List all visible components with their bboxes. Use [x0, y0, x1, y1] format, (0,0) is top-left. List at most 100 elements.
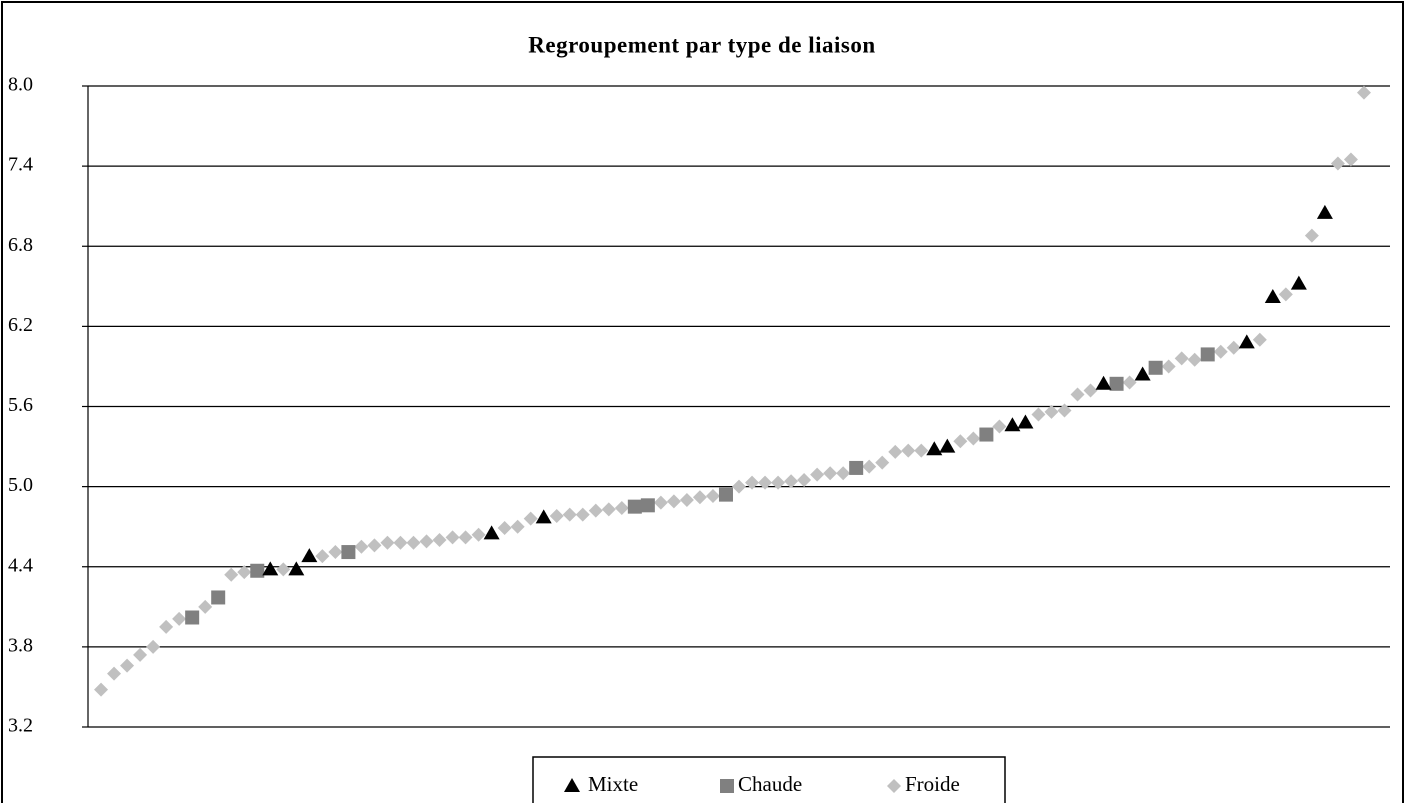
point	[471, 527, 486, 542]
point	[1174, 351, 1189, 366]
point	[497, 521, 512, 536]
point	[198, 599, 213, 614]
point	[237, 565, 252, 580]
y-tick-label: 6.2	[8, 314, 33, 336]
point	[575, 507, 590, 522]
point	[875, 455, 890, 470]
y-tick-label: 3.2	[8, 715, 33, 737]
point	[953, 434, 968, 449]
point	[562, 507, 577, 522]
y-tick-label: 6.8	[8, 234, 33, 256]
point	[406, 535, 421, 550]
legend-label: Froide	[905, 772, 960, 796]
point	[120, 658, 135, 673]
point	[1083, 383, 1098, 398]
point	[627, 499, 642, 514]
y-tick-label: 7.4	[8, 154, 33, 176]
legend-marker	[887, 779, 901, 793]
point	[328, 545, 343, 560]
point	[888, 444, 903, 459]
point	[393, 535, 408, 550]
point	[679, 492, 694, 507]
point	[380, 535, 395, 550]
point	[1122, 375, 1137, 390]
y-tick-label: 5.0	[8, 474, 33, 496]
point	[354, 539, 369, 554]
point	[172, 611, 187, 626]
point	[1134, 366, 1151, 381]
point	[432, 533, 447, 548]
point	[1238, 334, 1255, 349]
point	[510, 519, 525, 534]
point	[94, 682, 109, 697]
point	[914, 443, 929, 458]
point	[445, 530, 460, 545]
point	[185, 610, 200, 625]
point	[1109, 376, 1124, 391]
legend-label: Mixte	[588, 772, 638, 796]
point	[1161, 359, 1176, 374]
point	[849, 460, 864, 475]
point	[288, 561, 305, 576]
point	[1316, 204, 1333, 219]
point	[1031, 407, 1046, 422]
point	[653, 495, 668, 510]
point	[1264, 288, 1281, 303]
point	[483, 525, 500, 540]
point	[784, 474, 799, 489]
point	[718, 487, 733, 502]
point	[666, 494, 681, 509]
point	[1356, 85, 1371, 100]
point	[1044, 404, 1059, 419]
point	[1304, 228, 1319, 243]
point	[588, 503, 603, 518]
point	[992, 419, 1007, 434]
point	[601, 502, 616, 517]
point	[1200, 347, 1215, 362]
point	[771, 475, 786, 490]
point	[966, 431, 981, 446]
point	[1343, 152, 1358, 167]
point	[315, 549, 330, 564]
point	[341, 545, 356, 560]
point	[926, 441, 943, 456]
point	[1148, 360, 1163, 375]
point	[1290, 275, 1307, 290]
point	[107, 666, 122, 681]
point	[640, 498, 655, 513]
point	[1095, 375, 1112, 390]
point	[705, 488, 720, 503]
point	[250, 563, 265, 578]
point	[211, 590, 226, 605]
legend-label: Chaude	[738, 772, 802, 796]
point	[1004, 417, 1021, 432]
point	[1213, 344, 1228, 359]
y-tick-label: 4.4	[8, 554, 33, 576]
point	[224, 567, 239, 582]
point	[535, 509, 552, 524]
point	[419, 534, 434, 549]
legend-box	[532, 756, 1006, 803]
point	[901, 443, 916, 458]
point	[523, 511, 538, 526]
point	[367, 538, 382, 553]
chart-title: Regroupement par type de liaison	[528, 32, 875, 57]
point	[458, 530, 473, 545]
point	[797, 472, 812, 487]
point	[1278, 287, 1293, 302]
point	[549, 509, 564, 524]
point	[1252, 332, 1267, 347]
point	[146, 639, 161, 654]
point	[1330, 156, 1345, 171]
point	[1017, 414, 1034, 429]
point	[1226, 340, 1241, 355]
legend-marker	[720, 779, 734, 793]
point	[979, 427, 994, 442]
point	[1187, 352, 1202, 367]
point	[133, 647, 148, 662]
point	[159, 619, 174, 634]
y-tick-label: 5.6	[8, 394, 33, 416]
point	[732, 479, 746, 494]
